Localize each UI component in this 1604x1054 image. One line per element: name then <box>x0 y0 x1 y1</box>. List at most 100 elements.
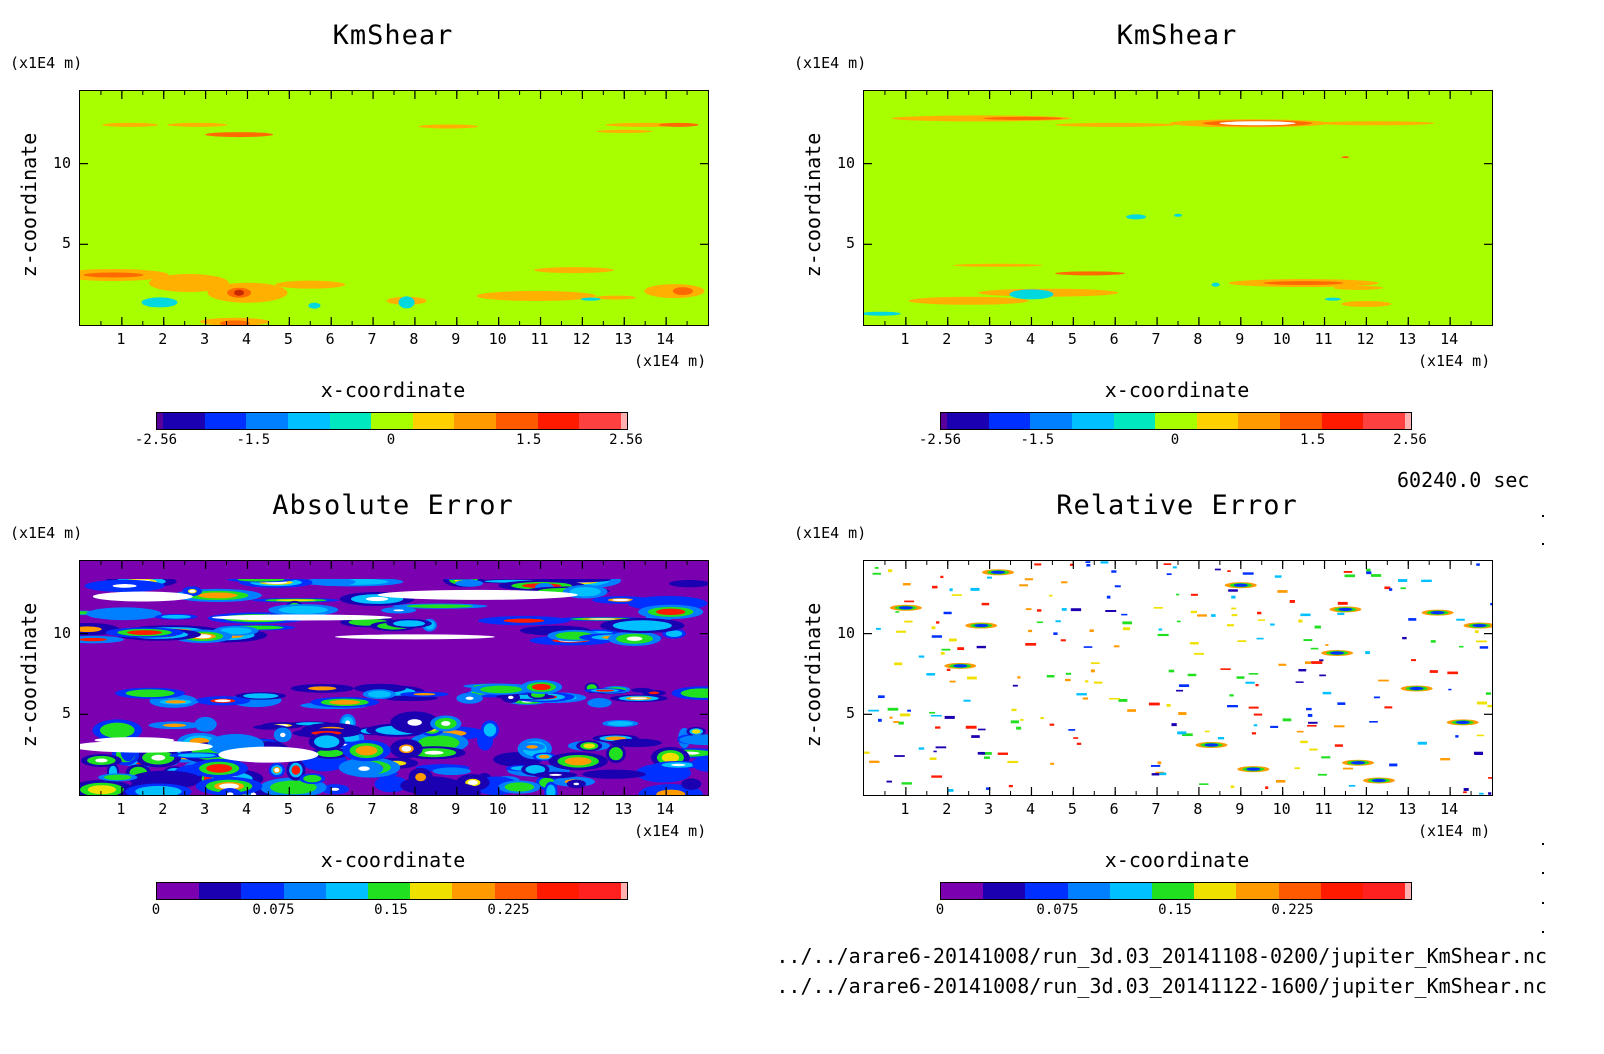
contour-blob <box>692 755 708 772</box>
error-speck <box>894 662 903 666</box>
contour-blob <box>358 766 370 771</box>
error-speck <box>1485 692 1491 695</box>
contour-blob <box>432 767 472 775</box>
contour-blob <box>165 700 186 704</box>
plot-area <box>79 90 709 326</box>
contour-blob <box>582 769 646 779</box>
colorbar-segment <box>410 883 453 899</box>
colorbar-tick-label: -1.5 <box>236 432 271 448</box>
contour-blob <box>274 767 280 773</box>
x-tick-label: 9 <box>451 800 461 818</box>
error-speck <box>948 789 954 792</box>
error-speck <box>1024 578 1034 581</box>
x-unit-label: (x1E4 m) <box>634 352 707 370</box>
contour-blob <box>1338 607 1353 612</box>
x-tick-label: 11 <box>530 330 549 348</box>
error-speck <box>1176 689 1184 692</box>
x-tick-label: 2 <box>942 800 952 818</box>
colorbar-segment <box>1362 883 1406 899</box>
error-speck <box>1447 671 1459 675</box>
error-speck <box>931 626 936 630</box>
x-tick-label: 7 <box>367 330 377 348</box>
error-speck <box>1178 712 1187 716</box>
error-speck <box>1397 579 1408 583</box>
colorbar-segment <box>287 413 330 429</box>
contour-blob <box>467 779 478 785</box>
contour-blob <box>665 630 683 638</box>
error-speck <box>1069 563 1074 566</box>
x-unit-label: (x1E4 m) <box>1418 822 1491 840</box>
contour-blob <box>595 689 615 692</box>
contour-blob <box>86 607 162 621</box>
error-speck <box>1153 607 1164 609</box>
x-axis-label: x-coordinate <box>320 378 466 402</box>
contour-blob <box>455 579 484 587</box>
error-speck <box>1300 613 1311 617</box>
error-speck <box>1456 618 1465 621</box>
contour-blob <box>218 788 242 795</box>
colorbar-segment <box>621 883 628 899</box>
contour-blob <box>303 774 322 783</box>
contour-blob <box>103 774 132 781</box>
error-speck <box>1265 786 1269 790</box>
colorbar-segment <box>163 413 205 429</box>
error-speck <box>1190 610 1198 614</box>
error-speck <box>1366 568 1371 572</box>
contour-blob <box>367 690 391 698</box>
y-tick-label: 5 <box>845 234 855 253</box>
error-speck <box>1106 595 1111 599</box>
x-tick-label: 4 <box>241 800 251 818</box>
error-speck <box>864 751 870 754</box>
error-speck <box>1402 636 1407 640</box>
x-tick-label: 14 <box>1440 330 1459 348</box>
error-speck <box>1155 771 1164 774</box>
colorbar-segment <box>988 413 1031 429</box>
colorbar-segment <box>1151 883 1195 899</box>
contour-blob <box>1409 686 1424 691</box>
y-tick-label: 5 <box>61 704 71 723</box>
error-speck <box>926 673 936 676</box>
x-tick-label: 11 <box>1314 800 1333 818</box>
x-tick-label: 9 <box>1235 800 1245 818</box>
contour-blob <box>374 775 408 793</box>
error-speck <box>1060 581 1068 584</box>
contour-blob <box>953 664 968 668</box>
error-speck <box>1121 613 1128 616</box>
contour-blob <box>329 699 361 705</box>
contour-blob <box>526 745 538 749</box>
error-speck <box>1289 600 1296 603</box>
contour-blob <box>234 289 245 296</box>
contour-blob <box>401 745 412 752</box>
colorbar-tick-label: 0 <box>1170 432 1180 448</box>
contour-blob <box>595 295 636 300</box>
error-speck <box>1197 614 1207 617</box>
error-speck <box>896 630 907 633</box>
contour-blob <box>1126 214 1147 220</box>
error-speck <box>949 588 953 592</box>
contour-blob <box>393 609 404 612</box>
margin-dot <box>1542 902 1544 904</box>
margin-dot <box>1542 931 1544 933</box>
error-speck <box>983 756 990 759</box>
error-speck <box>1073 737 1079 739</box>
contour-blob <box>92 591 193 602</box>
error-speck <box>1300 740 1308 744</box>
panel-relative-error: Relative Error (x1E4 m) z-coordinate 1 2 3 4 5 6… <box>784 470 1564 940</box>
error-speck <box>1277 590 1288 593</box>
y-axis-label: z-coordinate <box>801 602 825 748</box>
error-speck <box>1061 608 1067 611</box>
contour-blob <box>291 765 301 775</box>
error-speck <box>1171 723 1177 727</box>
error-speck <box>907 709 911 712</box>
contour-blob <box>1472 623 1487 628</box>
contour-blob <box>206 764 233 773</box>
y-unit-label: (x1E4 m) <box>794 54 867 72</box>
colorbar-segment <box>537 413 580 429</box>
error-speck <box>1150 764 1161 767</box>
colorbar-segment <box>1320 883 1363 899</box>
colorbar-segment <box>1196 413 1239 429</box>
contour-blob <box>197 592 238 599</box>
colorbar-segment <box>496 413 538 429</box>
contour-blob <box>162 723 187 728</box>
error-speck <box>1076 693 1087 696</box>
